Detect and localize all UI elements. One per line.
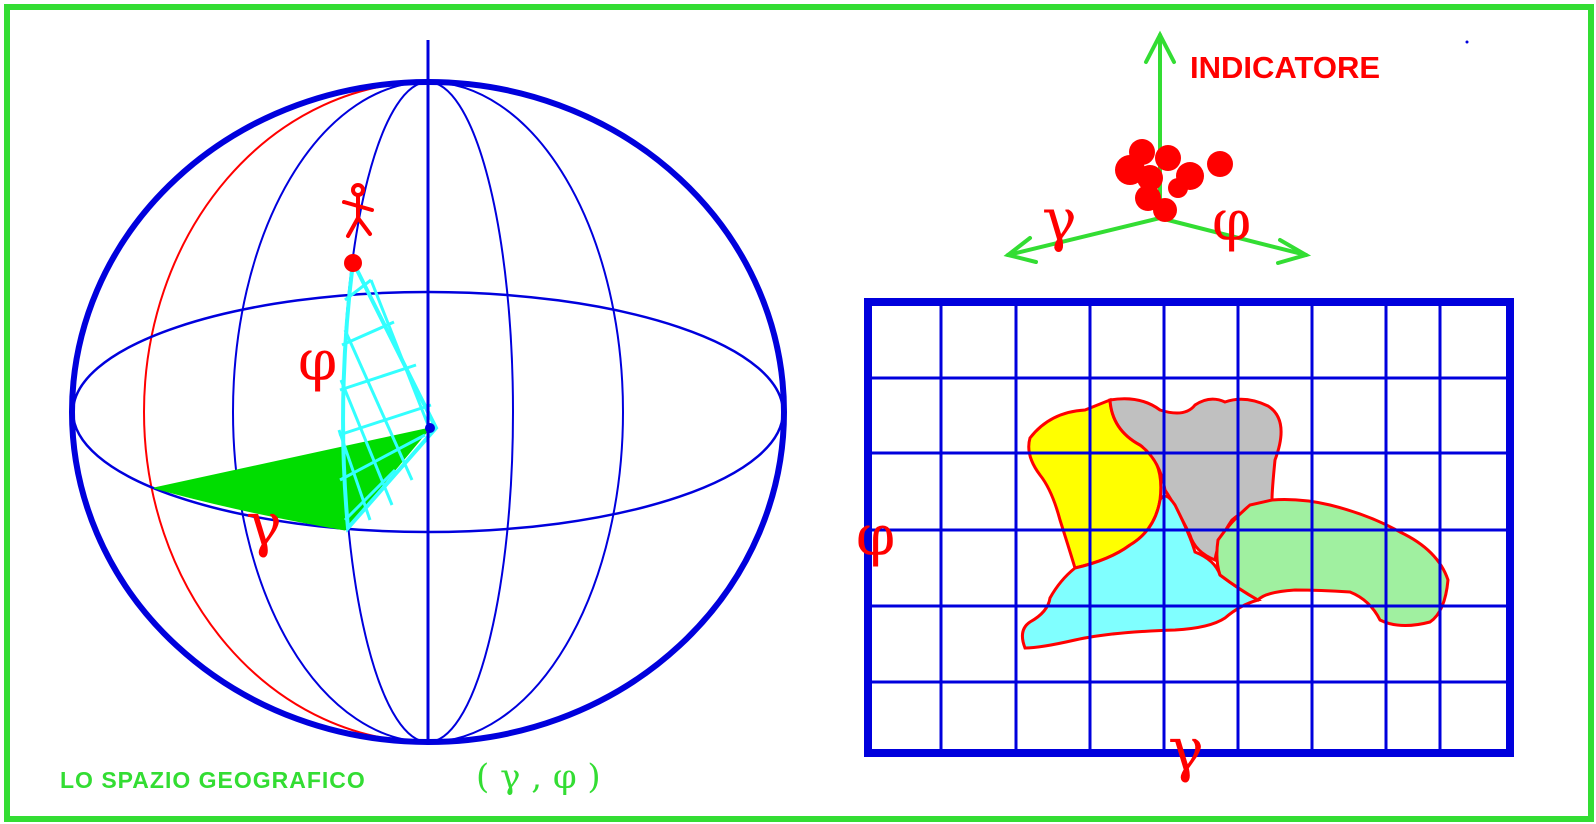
indicator-phi-label: φ	[1212, 189, 1251, 254]
sphere-outline	[69, 79, 787, 745]
red-meridian	[143, 81, 429, 743]
data-point	[1207, 151, 1233, 177]
caption-text: LO SPAZIO GEOGRAFICO	[60, 767, 366, 793]
person-icon	[342, 183, 374, 238]
data-points-cluster	[1115, 139, 1233, 222]
caption-formula: ( γ , φ )	[476, 757, 601, 797]
indicator-title: INDICATORE	[1190, 50, 1380, 85]
map-grid	[868, 302, 1510, 753]
location-point	[344, 254, 362, 272]
data-point	[1155, 145, 1181, 171]
phi-hatch	[337, 278, 432, 522]
sphere-group: φ γ	[69, 40, 787, 745]
data-point	[1153, 198, 1177, 222]
phi-sector-outline	[341, 255, 439, 533]
region-cyan	[1020, 494, 1262, 650]
indicator-group: INDICATORE γ φ	[1003, 30, 1469, 265]
map-frame	[864, 298, 1514, 757]
outer-frame	[4, 4, 1594, 822]
map-group: φ γ	[856, 298, 1514, 785]
data-point	[1168, 178, 1188, 198]
phi-sector	[337, 255, 439, 533]
map-gamma-label: γ	[1168, 715, 1204, 785]
indicator-axes	[1003, 30, 1312, 265]
sphere-gamma-label: γ	[246, 490, 282, 560]
indicator-gamma-label: γ	[1042, 186, 1077, 254]
small-dot	[1465, 40, 1469, 44]
map-phi-label: φ	[856, 504, 895, 569]
sphere-phi-label: φ	[298, 329, 337, 394]
data-point	[1137, 165, 1163, 191]
